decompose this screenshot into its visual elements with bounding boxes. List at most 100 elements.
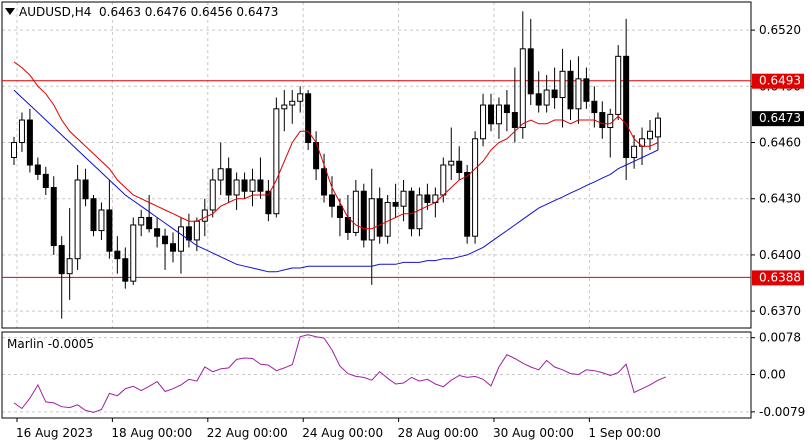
candle bbox=[631, 135, 638, 169]
candle bbox=[170, 232, 176, 263]
candle bbox=[480, 93, 487, 147]
candle-body bbox=[543, 89, 550, 106]
candle bbox=[130, 217, 137, 285]
candle bbox=[162, 228, 169, 270]
candle bbox=[654, 112, 661, 151]
dropdown-triangle-icon[interactable] bbox=[5, 8, 15, 15]
candle-body bbox=[321, 168, 328, 196]
candle bbox=[408, 187, 415, 237]
candle-body bbox=[583, 78, 590, 102]
candle-body bbox=[281, 104, 288, 110]
candle-body bbox=[130, 224, 137, 282]
candle-body bbox=[376, 198, 383, 237]
candlesticks[interactable] bbox=[11, 11, 661, 319]
candle-body bbox=[456, 160, 463, 173]
candle-body bbox=[511, 112, 518, 129]
level-price-tag-text: 0.6388 bbox=[759, 270, 801, 284]
candle-body bbox=[122, 258, 129, 282]
candle bbox=[599, 101, 606, 139]
candle-body bbox=[265, 190, 272, 215]
time-axis-label: 1 Sep 00:00 bbox=[588, 426, 660, 440]
candle bbox=[305, 90, 312, 151]
candle-body bbox=[201, 209, 208, 222]
candle-body bbox=[138, 216, 145, 226]
candle bbox=[11, 136, 17, 165]
candle bbox=[74, 165, 81, 270]
level-price-tag bbox=[752, 73, 804, 89]
candle-body bbox=[82, 179, 89, 200]
candle-body bbox=[416, 194, 423, 230]
candle bbox=[583, 67, 590, 109]
candle-body bbox=[352, 190, 359, 233]
candle-body bbox=[551, 89, 558, 99]
time-axis[interactable]: 16 Aug 2023 18 Aug 00:00 22 Aug 00:00 24 Au… bbox=[16, 418, 661, 440]
time-axis-label: 18 Aug 00:00 bbox=[111, 426, 192, 440]
candle-body bbox=[329, 194, 335, 207]
candle bbox=[527, 18, 534, 106]
candle-body bbox=[42, 173, 49, 188]
candle-body bbox=[185, 226, 192, 241]
candle-body bbox=[289, 100, 296, 106]
oscillator-axis-label: 0.00 bbox=[759, 368, 786, 382]
candle-body bbox=[50, 186, 57, 247]
candle-body bbox=[368, 198, 375, 241]
candle-body bbox=[26, 119, 33, 166]
candle bbox=[321, 153, 328, 203]
candle bbox=[495, 97, 502, 139]
candle-body bbox=[631, 145, 638, 159]
candle-body bbox=[384, 201, 391, 237]
candle bbox=[400, 179, 407, 222]
candle bbox=[42, 166, 49, 195]
candle-body bbox=[448, 160, 455, 166]
candle-body bbox=[480, 104, 487, 140]
oscillator-axis: 0.0078 0.00 -0.0079 bbox=[751, 331, 805, 419]
candle-body bbox=[519, 48, 526, 129]
candle bbox=[241, 172, 248, 199]
candle-body bbox=[225, 168, 232, 196]
candle bbox=[265, 179, 272, 222]
candle bbox=[511, 67, 518, 143]
candle bbox=[50, 176, 57, 255]
candle-body bbox=[488, 104, 494, 125]
candle-body bbox=[114, 250, 121, 260]
candle bbox=[456, 146, 463, 180]
candle-body bbox=[408, 190, 415, 230]
time-axis-label: 16 Aug 2023 bbox=[16, 426, 93, 440]
candle bbox=[448, 127, 455, 180]
price-axis-label: 0.6460 bbox=[759, 136, 801, 150]
candle bbox=[472, 131, 479, 244]
candle bbox=[543, 75, 550, 113]
marlin-indicator-label: Marlin -0.0005 bbox=[7, 337, 95, 351]
candle bbox=[98, 202, 105, 240]
price-axis-label: 0.6370 bbox=[759, 304, 801, 318]
candle-body bbox=[440, 164, 447, 196]
candle bbox=[225, 157, 232, 203]
candle bbox=[273, 97, 280, 218]
candle bbox=[138, 209, 145, 237]
candle bbox=[249, 168, 256, 207]
candle bbox=[82, 168, 89, 207]
candle-body bbox=[162, 235, 169, 245]
candle bbox=[376, 187, 383, 244]
candle-body bbox=[217, 168, 224, 181]
candle bbox=[90, 194, 97, 237]
candle-body bbox=[591, 100, 598, 114]
candle-body bbox=[647, 130, 653, 140]
candle bbox=[114, 236, 121, 274]
candle-body bbox=[623, 55, 630, 159]
marlin-oscillator-line bbox=[13, 334, 667, 413]
candle bbox=[336, 198, 343, 237]
candle bbox=[209, 168, 216, 218]
candle-body bbox=[535, 93, 542, 106]
candle bbox=[146, 194, 153, 233]
candle-body bbox=[575, 78, 582, 110]
time-axis-label: 30 Aug 00:00 bbox=[493, 426, 574, 440]
ohlc-values: 0.6463 0.6476 0.6456 0.6473 bbox=[99, 5, 279, 19]
candle bbox=[416, 187, 423, 237]
candle bbox=[647, 120, 653, 151]
candle bbox=[519, 11, 526, 139]
candle bbox=[575, 56, 582, 124]
